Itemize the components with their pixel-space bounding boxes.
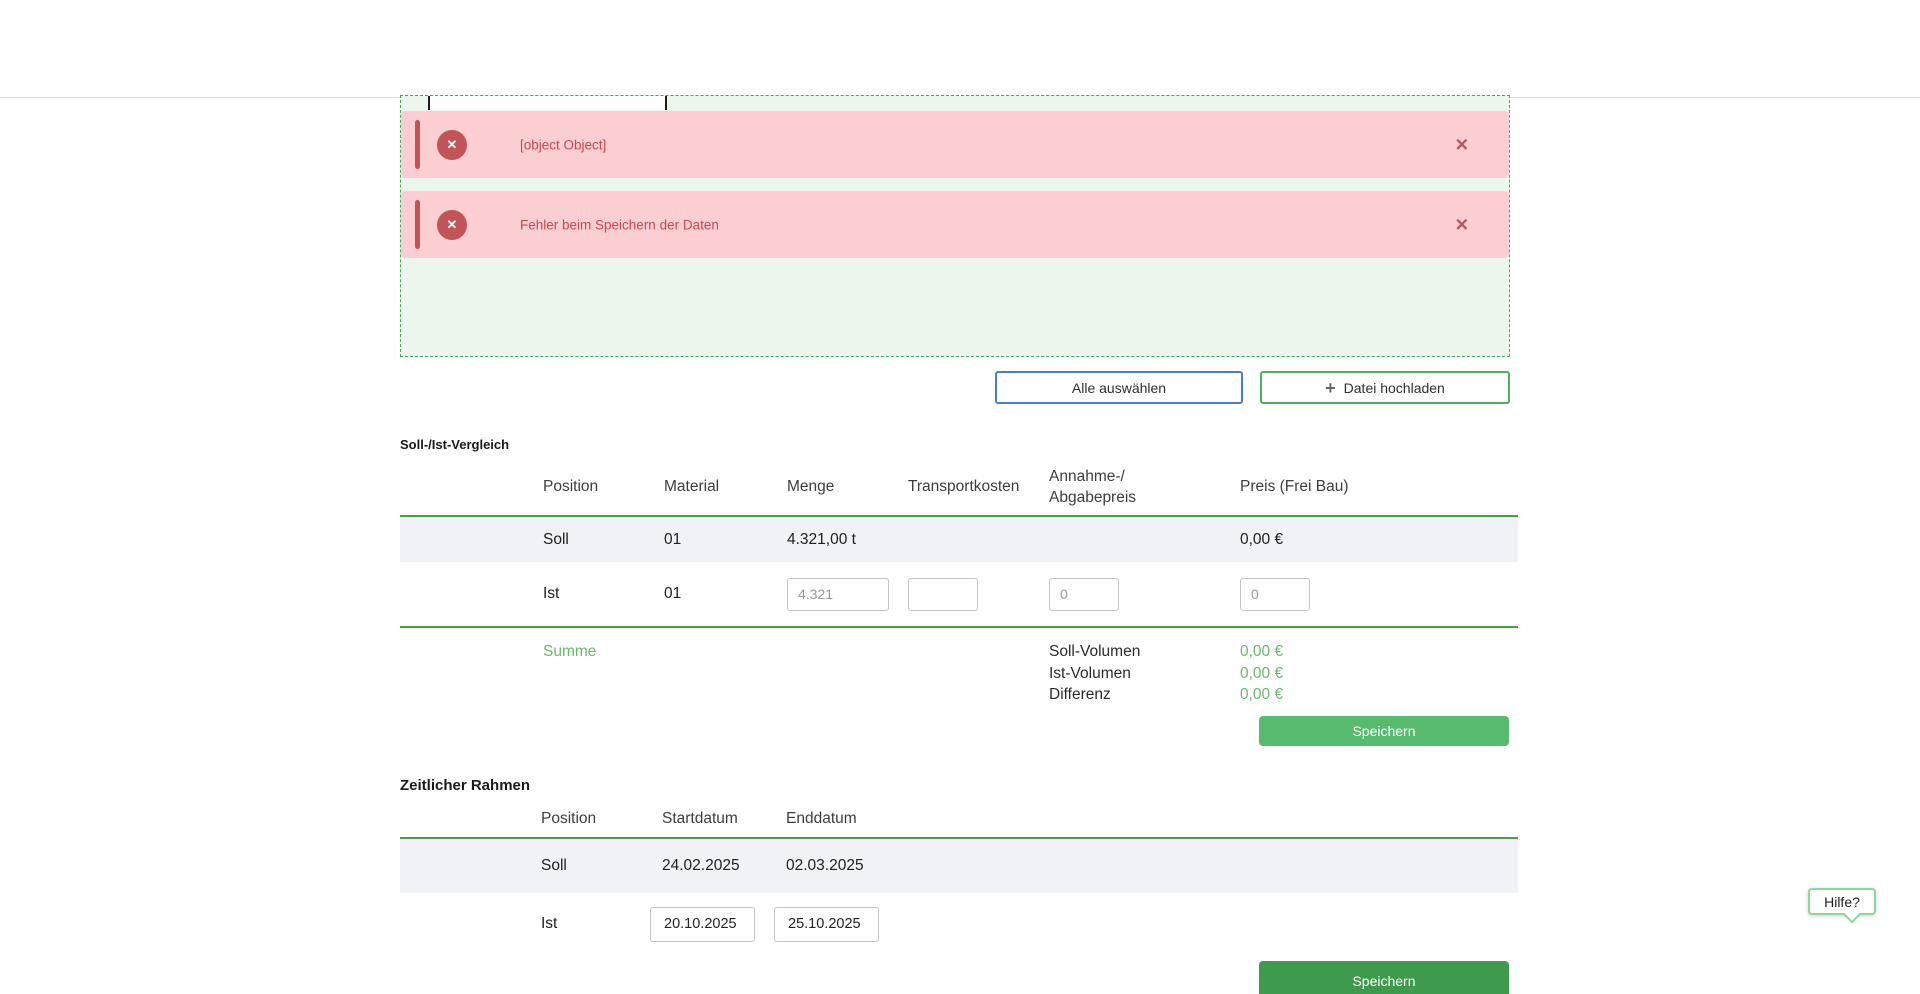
summe-name-differenz: Differenz xyxy=(1049,686,1111,703)
cell-row-label: Soll xyxy=(541,857,567,874)
select-all-button[interactable]: Alle auswählen xyxy=(995,371,1243,404)
cell-row-label: Soll xyxy=(543,530,569,548)
upload-dropzone[interactable]: ✕ [object Object] ✕ ✕ Fehler beim Speich… xyxy=(400,95,1510,357)
menge-input[interactable] xyxy=(787,577,889,611)
cell-material: 01 xyxy=(664,585,682,602)
summe-value-soll-volumen: 0,00 € xyxy=(1240,643,1284,660)
header-material: Material xyxy=(664,477,720,495)
comparison-section-title: Soll-/Ist-Vergleich xyxy=(400,437,510,452)
cell-row-label: Ist xyxy=(543,585,560,602)
cell-preis: 0,00 € xyxy=(1240,530,1284,548)
summe-block: Summe Soll-Volumen Ist-Volumen Differenz… xyxy=(400,641,1518,706)
timeframe-soll-row: Soll 24.02.2025 02.03.2025 xyxy=(400,839,1518,893)
cell-preis-input-wrap xyxy=(1240,577,1518,611)
error-circle-icon: ✕ xyxy=(437,209,467,240)
transportkosten-input[interactable] xyxy=(908,577,978,611)
header-annahme-abgabepreis: Annahme-/ Abgabepreis xyxy=(1049,466,1240,508)
summe-name-soll-volumen: Soll-Volumen xyxy=(1049,643,1141,660)
cell-enddatum: 02.03.2025 xyxy=(786,857,864,874)
header-enddatum: Enddatum xyxy=(786,810,857,827)
cell-row-label: Ist xyxy=(541,915,558,932)
comparison-save-button[interactable]: Speichern xyxy=(1259,716,1509,746)
enddatum-input[interactable] xyxy=(774,906,879,942)
cell-startdatum-input-wrap xyxy=(650,906,786,942)
summe-value-differenz: 0,00 € xyxy=(1240,686,1284,703)
comparison-soll-row: Soll 01 4.321,00 t 0,00 € xyxy=(400,517,1518,562)
app-header xyxy=(0,0,1920,98)
help-label: Hilfe? xyxy=(1824,893,1860,910)
upload-file-button[interactable]: + Datei hochladen xyxy=(1260,371,1510,404)
cell-enddatum-input-wrap xyxy=(774,906,1518,942)
startdatum-input[interactable] xyxy=(650,906,755,942)
timeframe-section-title: Zeitlicher Rahmen xyxy=(400,777,531,794)
cell-startdatum: 24.02.2025 xyxy=(662,857,740,874)
header-position: Position xyxy=(543,477,599,495)
header-annahme-line1: Annahme-/ xyxy=(1049,467,1125,485)
error-circle-icon: ✕ xyxy=(437,129,467,160)
timeframe-save-button[interactable]: Speichern xyxy=(1259,961,1509,994)
cell-transport-input-wrap xyxy=(908,577,1049,611)
header-annahme-line2: Abgabepreis xyxy=(1049,488,1137,506)
timeframe-header-row: Position Startdatum Enddatum xyxy=(400,801,1518,839)
close-icon[interactable]: ✕ xyxy=(1454,135,1469,154)
summe-label: Summe xyxy=(543,643,597,660)
comparison-ist-row: Ist 01 xyxy=(400,562,1518,628)
alert-accent-bar xyxy=(415,120,420,169)
cell-material: 01 xyxy=(664,530,682,548)
summe-values: 0,00 € 0,00 € 0,00 € xyxy=(1240,641,1518,706)
annahme-abgabepreis-input[interactable] xyxy=(1049,577,1119,611)
header-menge: Menge xyxy=(787,477,835,495)
preis-input[interactable] xyxy=(1240,577,1310,611)
header-transportkosten: Transportkosten xyxy=(908,477,1020,495)
comparison-table: Position Material Menge Transportkosten … xyxy=(400,458,1518,628)
select-all-label: Alle auswählen xyxy=(1071,379,1167,396)
error-alert: ✕ [object Object] ✕ xyxy=(401,111,1509,178)
upload-file-label: Datei hochladen xyxy=(1343,379,1445,396)
background-table-fragment xyxy=(428,96,667,110)
timeframe-ist-row: Ist xyxy=(400,893,1518,955)
error-alert: ✕ Fehler beim Speichern der Daten ✕ xyxy=(401,191,1509,258)
cell-menge-input-wrap xyxy=(787,577,908,611)
comparison-header-row: Position Material Menge Transportkosten … xyxy=(400,458,1518,517)
alert-message: Fehler beim Speichern der Daten xyxy=(520,217,719,232)
header-startdatum: Startdatum xyxy=(662,810,738,827)
close-icon[interactable]: ✕ xyxy=(1454,215,1469,234)
header-position: Position xyxy=(541,810,597,827)
header-preis-frei-bau: Preis (Frei Bau) xyxy=(1240,477,1349,495)
timeframe-table: Position Startdatum Enddatum Soll 24.02.… xyxy=(400,801,1518,955)
cell-annahme-input-wrap xyxy=(1049,577,1240,611)
summe-value-ist-volumen: 0,00 € xyxy=(1240,664,1284,682)
summe-name-ist-volumen: Ist-Volumen xyxy=(1049,664,1131,682)
help-button[interactable]: Hilfe? xyxy=(1808,888,1876,924)
plus-icon: + xyxy=(1325,377,1336,398)
summe-names: Soll-Volumen Ist-Volumen Differenz xyxy=(1049,641,1240,706)
alert-message: [object Object] xyxy=(520,137,607,152)
cell-menge: 4.321,00 t xyxy=(787,530,856,548)
alert-accent-bar xyxy=(415,200,420,249)
